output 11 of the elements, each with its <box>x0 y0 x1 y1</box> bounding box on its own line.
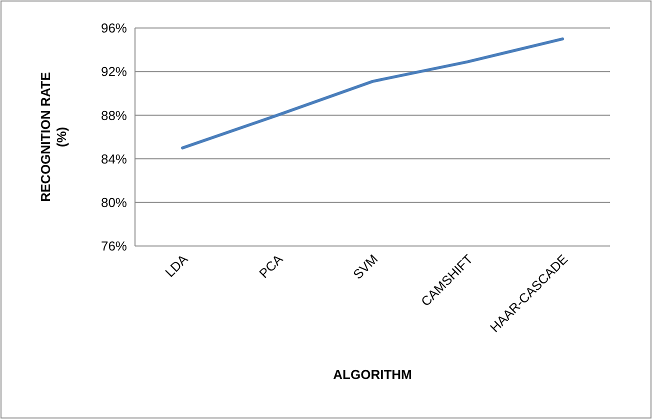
y-tick-label: 92% <box>100 64 128 80</box>
x-axis-title: ALGORITHM <box>333 367 412 382</box>
y-tick-label: 96% <box>100 20 128 36</box>
y-tick-label: 88% <box>100 108 128 123</box>
y-tick-label: 84% <box>100 151 128 166</box>
y-axis-title: RECOGNITION RATE (%) <box>38 72 69 202</box>
x-tick-label: PCA <box>256 251 286 282</box>
y-tick-label: 80% <box>100 194 128 210</box>
x-tick-label: LDA <box>162 251 191 280</box>
y-tick-label: 76% <box>100 238 128 254</box>
line-series <box>181 37 564 150</box>
